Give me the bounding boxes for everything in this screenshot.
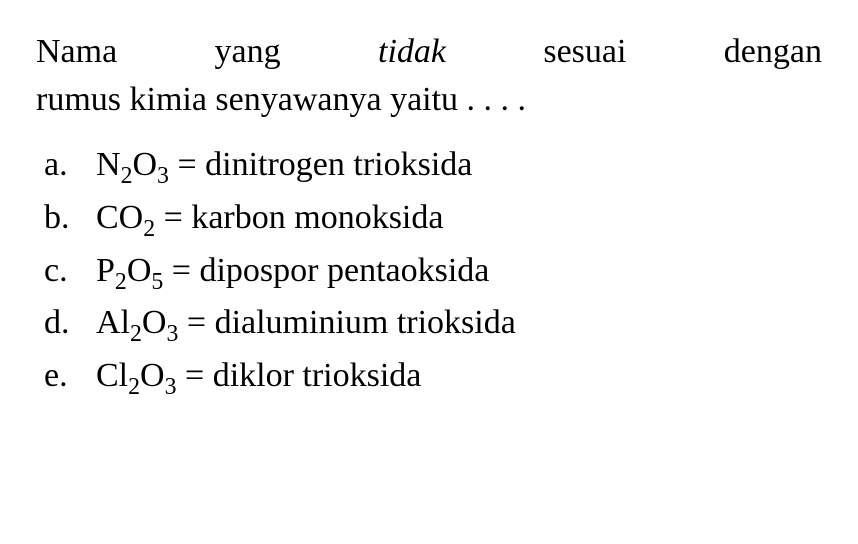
option-letter: d. xyxy=(44,297,96,350)
compound-name: diklor trioksida xyxy=(213,357,422,394)
chemical-formula: N2O3 xyxy=(96,146,169,183)
equals-separator: = xyxy=(155,199,191,236)
question-word: sesuai xyxy=(543,28,626,76)
question-word: yang xyxy=(215,28,281,76)
option-content: P2O5 = dipospor pentaoksida xyxy=(96,245,822,298)
option-row: a.N2O3 = dinitrogen trioksida xyxy=(44,139,822,192)
equals-separator: = xyxy=(163,252,199,289)
option-letter: c. xyxy=(44,245,96,298)
option-content: CO2 = karbon monoksida xyxy=(96,192,822,245)
chemical-formula: P2O5 xyxy=(96,252,163,289)
compound-name: karbon monoksida xyxy=(191,199,443,236)
options-list: a.N2O3 = dinitrogen trioksidab.CO2 = kar… xyxy=(36,139,822,402)
equals-separator: = xyxy=(178,304,214,341)
option-row: d.Al2O3 = dialuminium trioksida xyxy=(44,297,822,350)
option-content: N2O3 = dinitrogen trioksida xyxy=(96,139,822,192)
question-line-1: Nama yang tidak sesuai dengan xyxy=(36,28,822,76)
option-content: Cl2O3 = diklor trioksida xyxy=(96,350,822,403)
option-content: Al2O3 = dialuminium trioksida xyxy=(96,297,822,350)
chemical-formula: CO2 xyxy=(96,199,155,236)
question-word: dengan xyxy=(724,28,822,76)
option-letter: a. xyxy=(44,139,96,192)
option-letter: b. xyxy=(44,192,96,245)
option-row: c.P2O5 = dipospor pentaoksida xyxy=(44,245,822,298)
question-word: Nama xyxy=(36,28,117,76)
question-text: Nama yang tidak sesuai dengan rumus kimia se… xyxy=(36,28,822,123)
option-row: e.Cl2O3 = diklor trioksida xyxy=(44,350,822,403)
chemical-formula: Cl2O3 xyxy=(96,357,177,394)
question-word: tidak xyxy=(378,28,446,76)
chemical-formula: Al2O3 xyxy=(96,304,178,341)
option-row: b.CO2 = karbon monoksida xyxy=(44,192,822,245)
compound-name: dipospor pentaoksida xyxy=(199,252,489,289)
equals-separator: = xyxy=(177,357,213,394)
option-letter: e. xyxy=(44,350,96,403)
question-line-2: rumus kimia senyawanya yaitu . . . . xyxy=(36,76,822,124)
compound-name: dinitrogen trioksida xyxy=(205,146,472,183)
equals-separator: = xyxy=(169,146,205,183)
compound-name: dialuminium trioksida xyxy=(215,304,516,341)
